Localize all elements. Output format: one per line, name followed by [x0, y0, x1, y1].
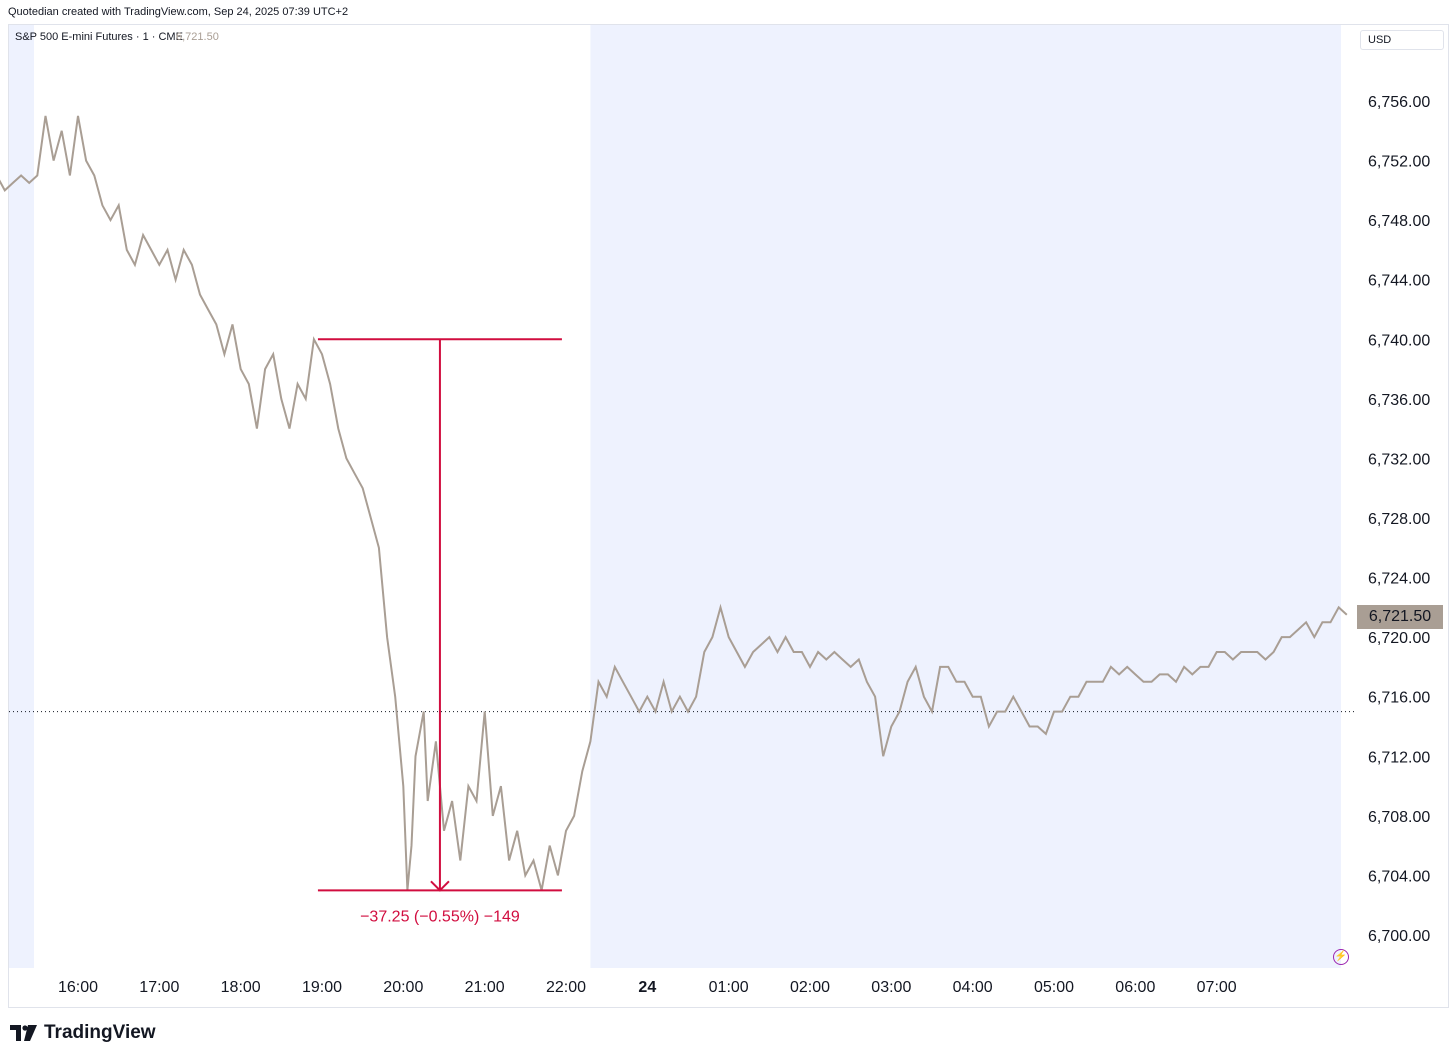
- x-axis-labels: 16:00 17:00 18:00 19:00 20:00 21:00 22:00 24 01:…: [58, 979, 1237, 996]
- y-tick-label: 6,740.00: [1368, 332, 1430, 349]
- x-tick-label: 20:00: [383, 979, 423, 996]
- measure-arrow-icon: [430, 880, 450, 892]
- x-tick-label: 18:00: [221, 979, 261, 996]
- session-shade-overnight: [590, 25, 1341, 968]
- y-tick-label: 6,732.00: [1368, 451, 1430, 468]
- y-tick-label: 6,752.00: [1368, 154, 1430, 171]
- session-shade-pre: [9, 25, 34, 968]
- y-tick-label: 6,708.00: [1368, 809, 1430, 826]
- y-tick-label: 6,744.00: [1368, 273, 1430, 290]
- x-tick-label: 21:00: [465, 979, 505, 996]
- x-tick-label: 05:00: [1034, 979, 1074, 996]
- x-tick-label: 07:00: [1197, 979, 1237, 996]
- legend-symbol: S&P 500 E-mini Futures · 1 · CME: [15, 31, 183, 43]
- x-tick-label: 04:00: [953, 979, 993, 996]
- x-tick-label: 19:00: [302, 979, 342, 996]
- x-tick-label: 24: [638, 979, 656, 996]
- currency-button[interactable]: USD: [1360, 30, 1444, 50]
- y-tick-label: 6,724.00: [1368, 571, 1430, 588]
- y-tick-label: 6,736.00: [1368, 392, 1430, 409]
- brand-name: TradingView: [44, 1022, 156, 1043]
- y-tick-label: 6,720.00: [1368, 630, 1430, 647]
- x-tick-label: 03:00: [871, 979, 911, 996]
- x-tick-label: 17:00: [139, 979, 179, 996]
- chart-frame: [8, 24, 1449, 1008]
- price-range-measure: −37.25 (−0.55%) −149: [317, 338, 562, 925]
- x-tick-label: 02:00: [790, 979, 830, 996]
- x-tick-label: 22:00: [546, 979, 586, 996]
- chart-attribution: Quotedian created with TradingView.com, …: [8, 6, 349, 18]
- legend-last-value: 6,721.50: [176, 31, 219, 43]
- measure-label: −37.25 (−0.55%) −149: [360, 908, 520, 925]
- x-tick-label: 01:00: [709, 979, 749, 996]
- last-price-badge: 6,721.50: [1357, 605, 1443, 629]
- x-tick-label: 06:00: [1115, 979, 1155, 996]
- lightning-icon[interactable]: ⚡: [1333, 949, 1349, 965]
- y-tick-label: 6,700.00: [1368, 928, 1430, 945]
- y-tick-label: 6,704.00: [1368, 868, 1430, 885]
- y-tick-label: 6,756.00: [1368, 94, 1430, 111]
- y-tick-label: 6,712.00: [1368, 749, 1430, 766]
- session-shading: [9, 25, 1341, 968]
- y-axis-labels: 6,756.00 6,752.00 6,748.00 6,744.00 6,740.00…: [1368, 94, 1430, 945]
- y-tick-label: 6,728.00: [1368, 511, 1430, 528]
- y-tick-label: 6,748.00: [1368, 213, 1430, 230]
- tradingview-logo-icon: [10, 1025, 37, 1041]
- y-tick-label: 6,716.00: [1368, 690, 1430, 707]
- price-series-line: [0, 115, 1348, 891]
- tradingview-logo[interactable]: TradingView: [10, 1022, 156, 1044]
- x-tick-label: 16:00: [58, 979, 98, 996]
